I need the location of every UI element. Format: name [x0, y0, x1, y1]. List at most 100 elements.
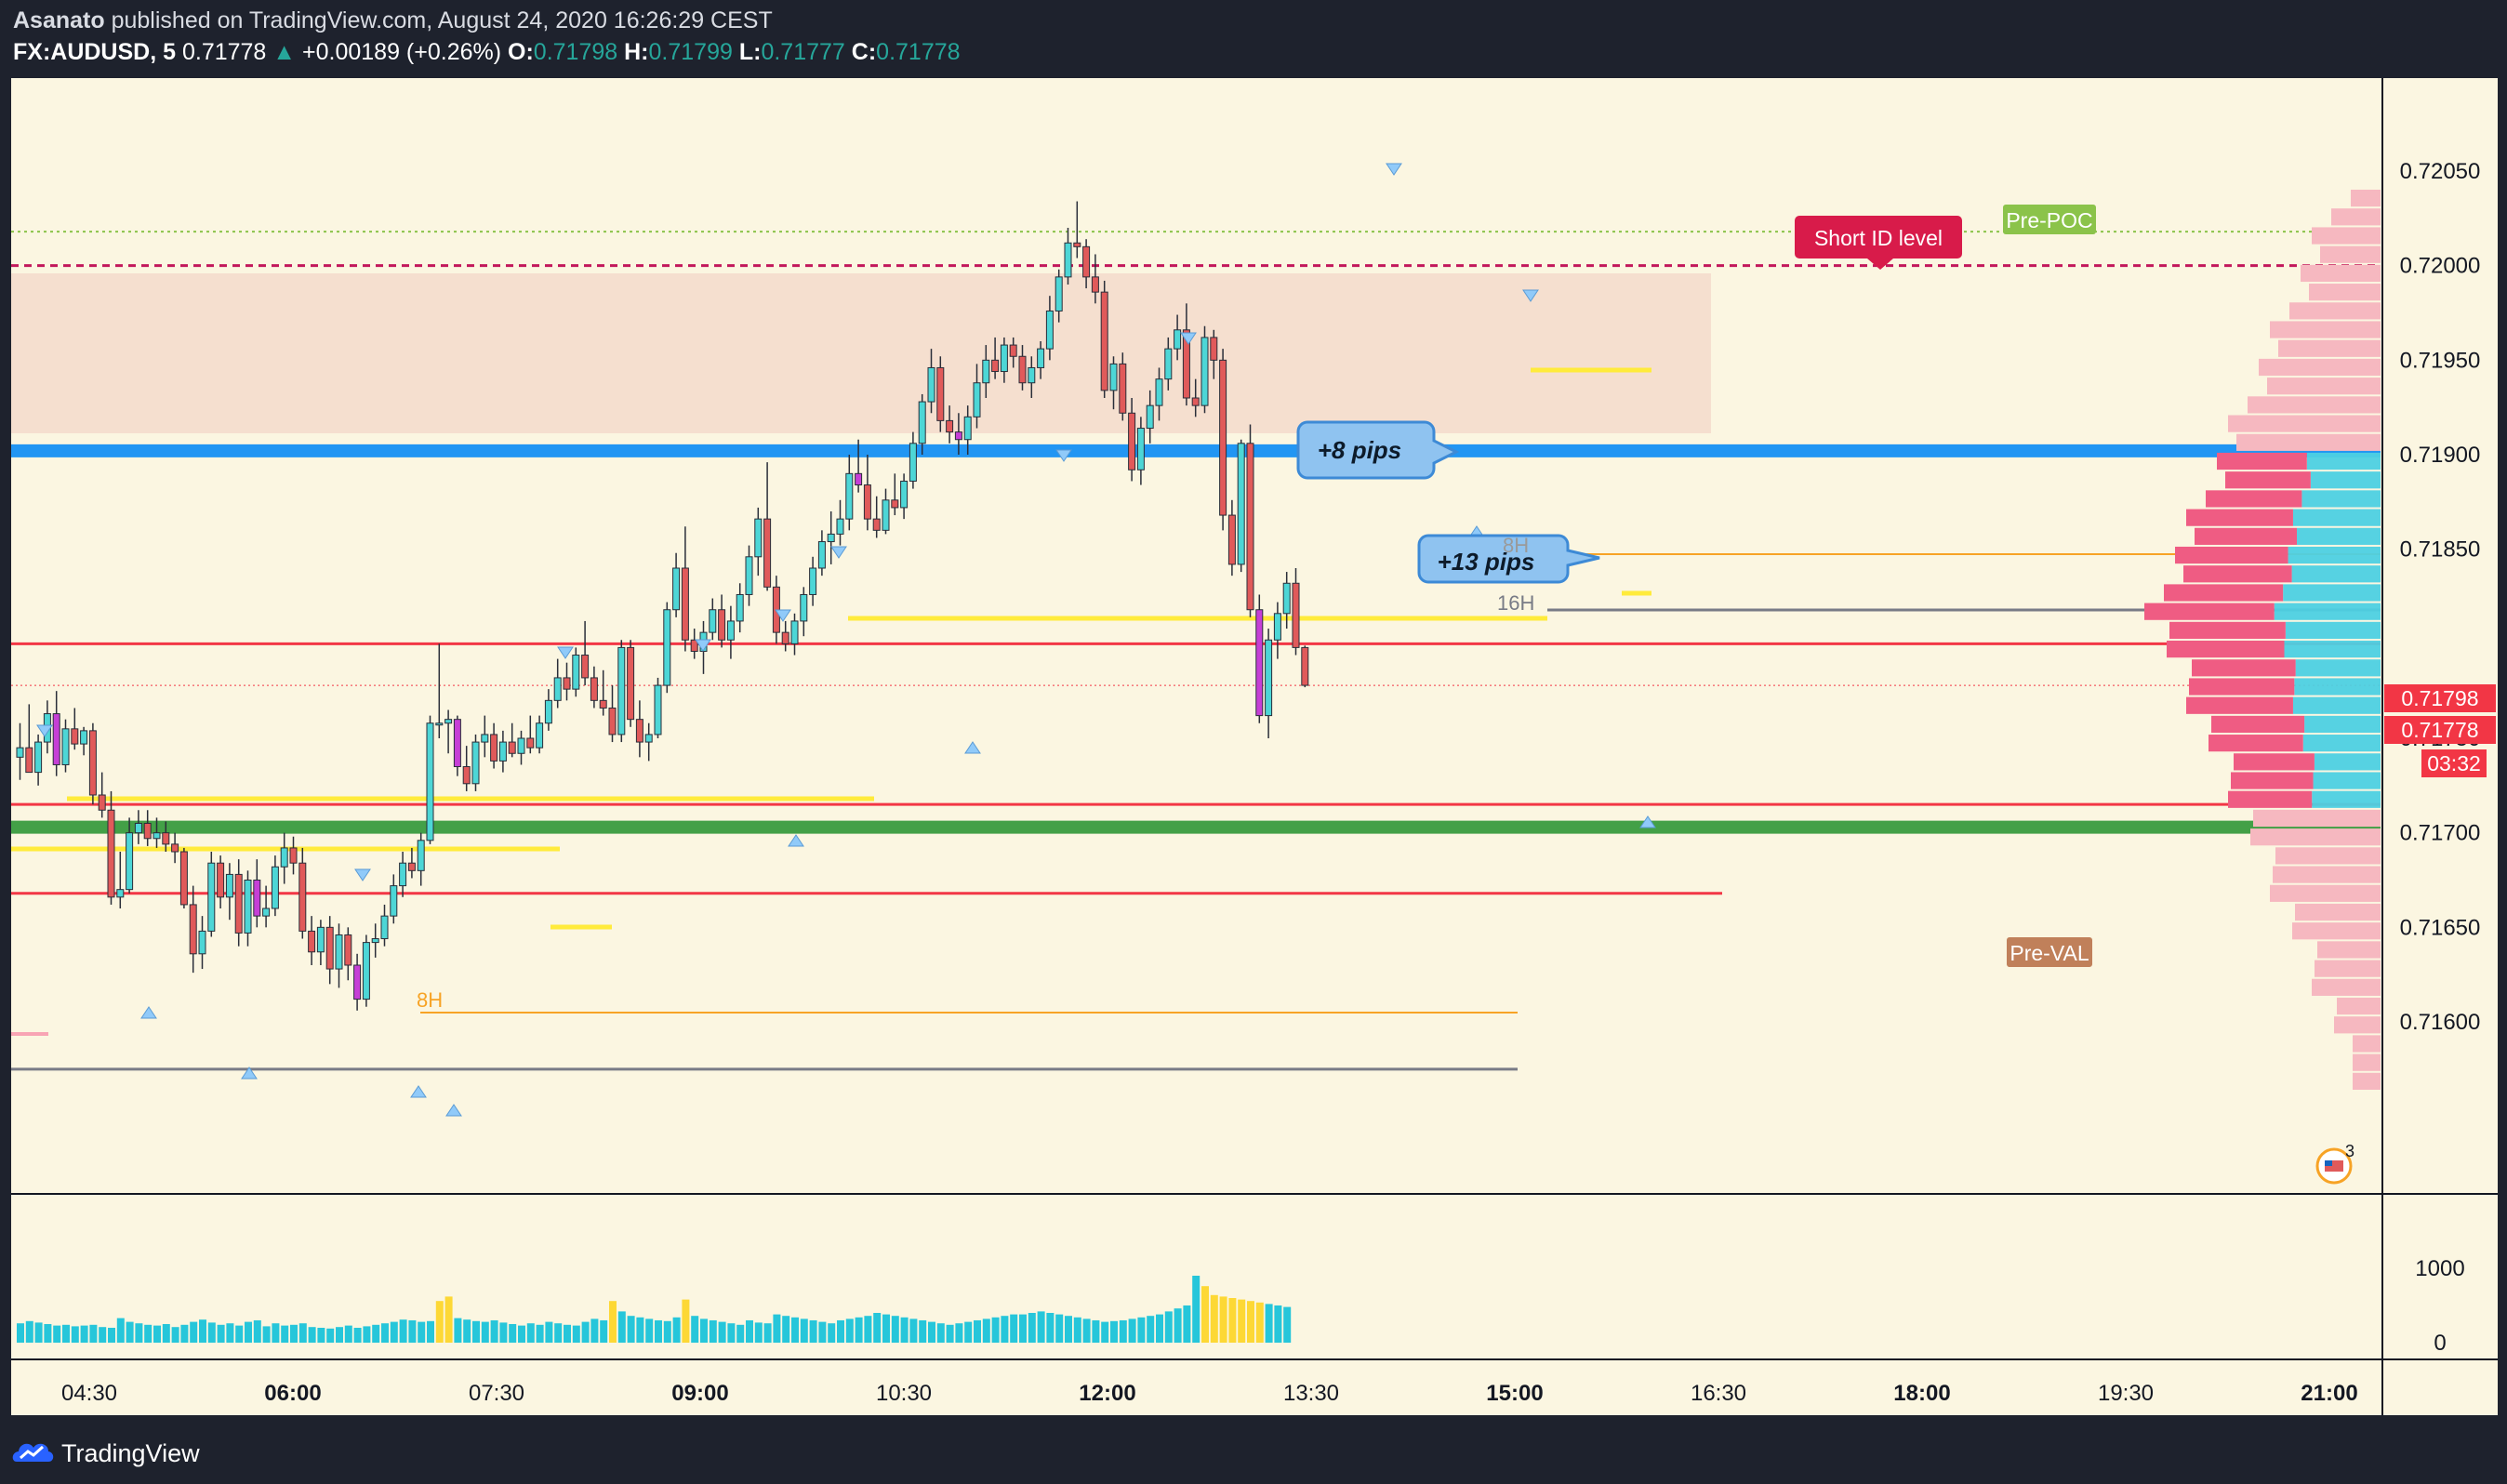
- volume-bar: [955, 1323, 963, 1343]
- candle-body: [599, 699, 607, 709]
- candle-body: [80, 730, 88, 745]
- volume-bar: [636, 1317, 644, 1343]
- candle-body: [891, 499, 899, 509]
- symbol-name[interactable]: FX:AUDUSD, 5: [13, 39, 177, 65]
- volume-bar: [518, 1325, 525, 1343]
- pivot-high-marker: [1386, 163, 1402, 176]
- candle-body: [88, 730, 97, 796]
- time-tick-label: 18:00: [1893, 1381, 1950, 1406]
- volume-bar: [828, 1323, 836, 1343]
- volume-bar: [381, 1323, 389, 1343]
- profile-buy-row: [2294, 678, 2381, 696]
- pre-val-tag[interactable]: Pre-VAL: [2007, 937, 2092, 967]
- candle-body: [1009, 344, 1017, 357]
- price-chart[interactable]: Short ID level Pre-POC Pre-VAL +8 pips +…: [11, 78, 2498, 1415]
- candle-body: [289, 847, 298, 864]
- candle-body: [1155, 378, 1163, 406]
- time-tick-label: 21:00: [2301, 1381, 2357, 1406]
- chart-frame[interactable]: Short ID level Pre-POC Pre-VAL +8 pips +…: [11, 78, 2498, 1415]
- candle-body: [225, 873, 233, 898]
- candle-body: [25, 747, 33, 774]
- candle-body: [572, 655, 580, 690]
- price-tick-label: 0.71900: [2400, 443, 2481, 468]
- profile-sell-row: [2189, 678, 2295, 696]
- candle-body: [1055, 276, 1063, 311]
- volume-bar: [1164, 1311, 1173, 1343]
- candle-body: [444, 719, 453, 724]
- profile-sell-row: [2295, 903, 2381, 921]
- volume-bar: [363, 1326, 371, 1343]
- pivot-high-marker: [1522, 289, 1539, 302]
- author-name[interactable]: Asanato: [13, 7, 105, 33]
- volume-bar: [1092, 1320, 1100, 1343]
- volume-bar: [1055, 1314, 1064, 1343]
- profile-buy-row: [2302, 735, 2381, 752]
- volume-bar: [1174, 1308, 1182, 1343]
- volume-bar: [1128, 1318, 1136, 1343]
- volume-bar: [1283, 1306, 1292, 1343]
- volume-bar: [645, 1318, 654, 1343]
- profile-sell-row: [2309, 284, 2381, 301]
- candle-body: [563, 677, 571, 690]
- volume-bar: [627, 1316, 635, 1343]
- volume-bar: [390, 1321, 398, 1343]
- profile-sell-row: [2315, 960, 2381, 977]
- volume-bar: [235, 1325, 244, 1343]
- candle-body: [763, 518, 772, 588]
- volume-bar: [1001, 1316, 1009, 1343]
- candle-body: [471, 741, 480, 785]
- change-arrow-icon: ▲: [272, 39, 297, 65]
- candle-body: [909, 443, 917, 482]
- pre-val-label: Pre-VAL: [2010, 941, 2089, 965]
- volume-bar: [1119, 1320, 1127, 1343]
- high-value: 0.71799: [648, 39, 733, 65]
- profile-sell-row: [2301, 264, 2381, 283]
- tradingview-cloud-line: [20, 1445, 45, 1460]
- candle-body: [189, 904, 197, 955]
- volume-bar: [845, 1318, 854, 1343]
- candle-body: [107, 809, 115, 898]
- volume-bar: [1073, 1317, 1081, 1343]
- price-axis[interactable]: 0.72050 0.72000 0.71950 0.71900 0.71850 0.717…: [2400, 159, 2481, 1035]
- profile-sell-row: [2169, 621, 2286, 639]
- volume-bar: [1228, 1298, 1237, 1343]
- volume-bar: [336, 1327, 343, 1343]
- profile-sell-row: [2175, 546, 2288, 564]
- tradingview-cloud-icon[interactable]: [11, 1438, 56, 1465]
- volume-bar: [1219, 1296, 1227, 1343]
- events-flag-icon[interactable]: 3: [2315, 1142, 2354, 1185]
- price-axis-background: [2382, 78, 2498, 1415]
- time-tick-label: 09:00: [671, 1381, 728, 1406]
- volume-bar: [709, 1320, 717, 1343]
- high-label: H:: [624, 39, 649, 65]
- close-label: C:: [851, 39, 877, 65]
- candle-body: [61, 728, 70, 765]
- candle-body: [1136, 428, 1145, 470]
- volume-bar: [435, 1301, 444, 1343]
- volume-bar: [317, 1328, 325, 1343]
- callout-8-pips[interactable]: +8 pips: [1296, 420, 1460, 480]
- volume-bar: [207, 1322, 216, 1343]
- profile-sell-row: [2234, 753, 2315, 771]
- candle-body: [1164, 348, 1173, 380]
- tradingview-cloud-shape: [12, 1443, 54, 1462]
- volume-bar: [372, 1324, 380, 1343]
- candle-body: [644, 734, 653, 743]
- candle-body: [863, 484, 871, 520]
- price-tick-label: 0.71600: [2400, 1010, 2481, 1035]
- short-id-tag[interactable]: Short ID level: [1795, 216, 1962, 270]
- pre-poc-tag[interactable]: Pre-POC: [2003, 205, 2096, 234]
- time-axis[interactable]: 04:30 06:00 07:30 09:00 10:30 12:00 13:30 15:00…: [61, 1381, 2358, 1406]
- candle-body: [927, 366, 935, 403]
- volume-bar: [536, 1324, 544, 1343]
- candle-body: [71, 728, 79, 745]
- profile-sell-row: [2231, 772, 2314, 789]
- profile-sell-row: [2267, 378, 2381, 395]
- candle-body: [52, 713, 60, 765]
- candle-body: [736, 593, 744, 622]
- volume-bar: [800, 1318, 808, 1343]
- candle-body: [353, 964, 362, 1000]
- callout-13-pips[interactable]: +13 pips: [1417, 534, 1600, 584]
- candle-body: [817, 541, 826, 569]
- tradingview-brand[interactable]: TradingView: [61, 1439, 200, 1467]
